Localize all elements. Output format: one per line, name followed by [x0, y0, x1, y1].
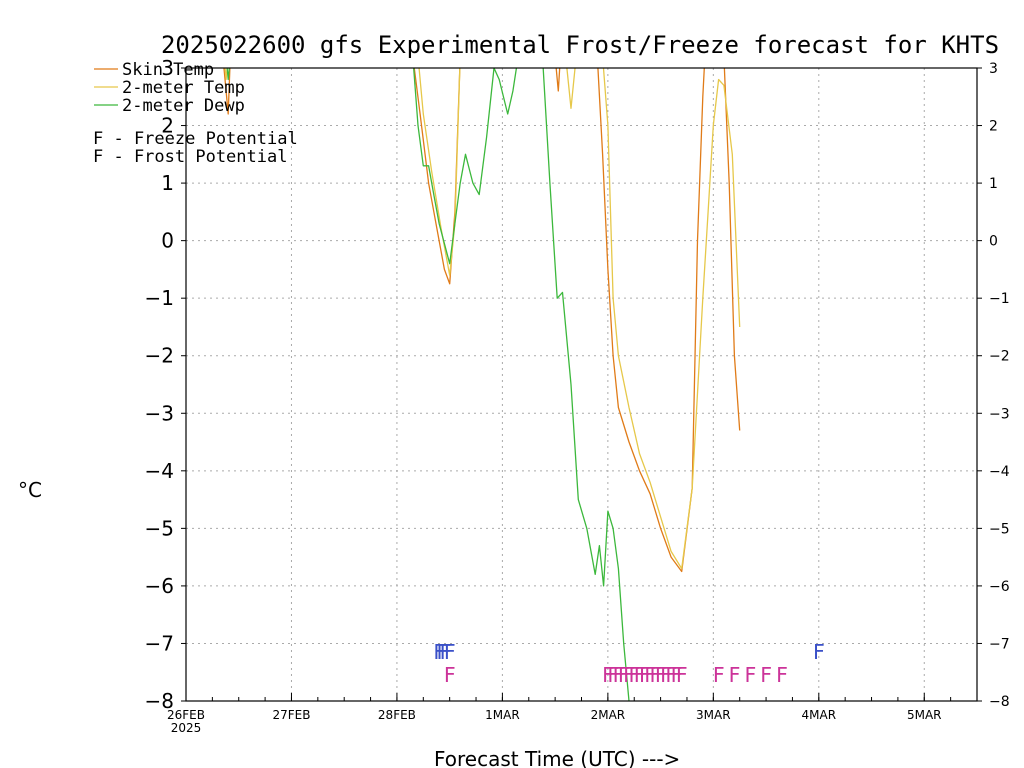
legend-frost-potential: F - Frost Potential: [93, 147, 287, 167]
y-tick-label-right: 0: [989, 234, 998, 250]
x-tick-sublabel: 2025: [171, 721, 202, 735]
series-layer: [223, 68, 741, 701]
y-tick-label-right: −8: [989, 694, 1010, 710]
y-tick-label-left: −5: [145, 516, 174, 540]
axis-layer: −8 −8 −7 −7 −6 −6 −5 −5 −4 −4 −3 −3 −2 −2 −1 −1 0 0 1 1 2 2 3 3…: [145, 56, 1010, 735]
freeze-marker: F: [633, 663, 645, 687]
freeze-marker: F: [607, 663, 619, 687]
x-tick-label: 3MAR: [696, 708, 731, 722]
y-tick-label-left: −3: [145, 401, 174, 425]
freeze-marker: F: [776, 663, 788, 687]
legend-label-2m-temp: 2-meter Temp: [122, 78, 245, 98]
freeze-marker: F: [444, 663, 456, 687]
y-tick-label-right: 1: [989, 176, 998, 192]
x-tick-label: 4MAR: [802, 708, 837, 722]
freeze-marker: F: [670, 663, 682, 687]
freeze-marker: F: [676, 663, 688, 687]
freeze-marker: F: [644, 663, 656, 687]
frost-marker: F: [436, 640, 448, 664]
y-tick-label-right: −4: [989, 464, 1010, 480]
chart-title: 2025022600 gfs Experimental Frost/Freeze…: [161, 31, 999, 59]
x-tick-label: 26FEB: [167, 708, 205, 722]
y-tick-label-left: 1: [161, 171, 174, 195]
y-tick-label-right: 3: [989, 61, 998, 77]
x-tick-label: 1MAR: [485, 708, 520, 722]
freeze-marker: F: [660, 663, 672, 687]
x-tick-label: 2MAR: [591, 708, 626, 722]
x-tick-label: 28FEB: [378, 708, 416, 722]
freeze-marker: F: [655, 663, 667, 687]
frost-marker: F: [813, 640, 825, 664]
freeze-marker: F: [628, 663, 640, 687]
frost-marker: F: [433, 640, 445, 664]
freeze-marker: F: [744, 663, 756, 687]
y-tick-label-right: −3: [989, 406, 1010, 422]
y-tick-label-left: −1: [145, 286, 174, 310]
freeze-marker: F: [602, 663, 614, 687]
x-axis-title: Forecast Time (UTC) --->: [434, 747, 680, 768]
y-tick-label-right: −5: [989, 521, 1010, 537]
y-tick-label-left: −7: [145, 631, 174, 655]
freeze-marker: F: [649, 663, 661, 687]
legend-freeze-potential: F - Freeze Potential: [93, 129, 298, 149]
series-line-2-meter-temp: [224, 68, 741, 570]
legend: Skin Temp 2-meter Temp 2-meter Dewp F - …: [93, 60, 298, 167]
freeze-marker: F: [728, 663, 740, 687]
y-tick-label-right: −6: [989, 579, 1010, 595]
y-tick-label-left: 3: [161, 56, 174, 80]
series-line-2-meter-dewp: [226, 68, 630, 701]
freeze-marker: F: [760, 663, 772, 687]
legend-label-skin-temp: Skin Temp: [122, 60, 214, 80]
freeze-marker: F: [639, 663, 651, 687]
y-tick-label-left: 2: [161, 114, 174, 138]
y-tick-label-right: −2: [989, 349, 1010, 365]
y-axis-title: °C: [18, 478, 42, 502]
freeze-marker: F: [665, 663, 677, 687]
freeze-marker: F: [618, 663, 630, 687]
legend-label-2m-dewp: 2-meter Dewp: [122, 96, 245, 116]
series-line-skin-temp: [223, 68, 741, 573]
y-tick-label-left: −8: [145, 689, 174, 713]
y-tick-label-left: −6: [145, 574, 174, 598]
freeze-marker: F: [623, 663, 635, 687]
y-tick-label-right: 2: [989, 119, 998, 135]
freeze-marker: F: [612, 663, 624, 687]
freeze-marker: F: [713, 663, 725, 687]
frost-marker: F: [444, 640, 456, 664]
frost-marker: F: [439, 640, 451, 664]
y-tick-label-left: −2: [145, 344, 174, 368]
y-tick-label-left: 0: [161, 229, 174, 253]
y-tick-label-left: −4: [145, 459, 174, 483]
y-tick-label-right: −7: [989, 636, 1010, 652]
x-tick-label: 5MAR: [907, 708, 942, 722]
y-tick-label-right: −1: [989, 291, 1010, 307]
x-tick-label: 27FEB: [272, 708, 310, 722]
